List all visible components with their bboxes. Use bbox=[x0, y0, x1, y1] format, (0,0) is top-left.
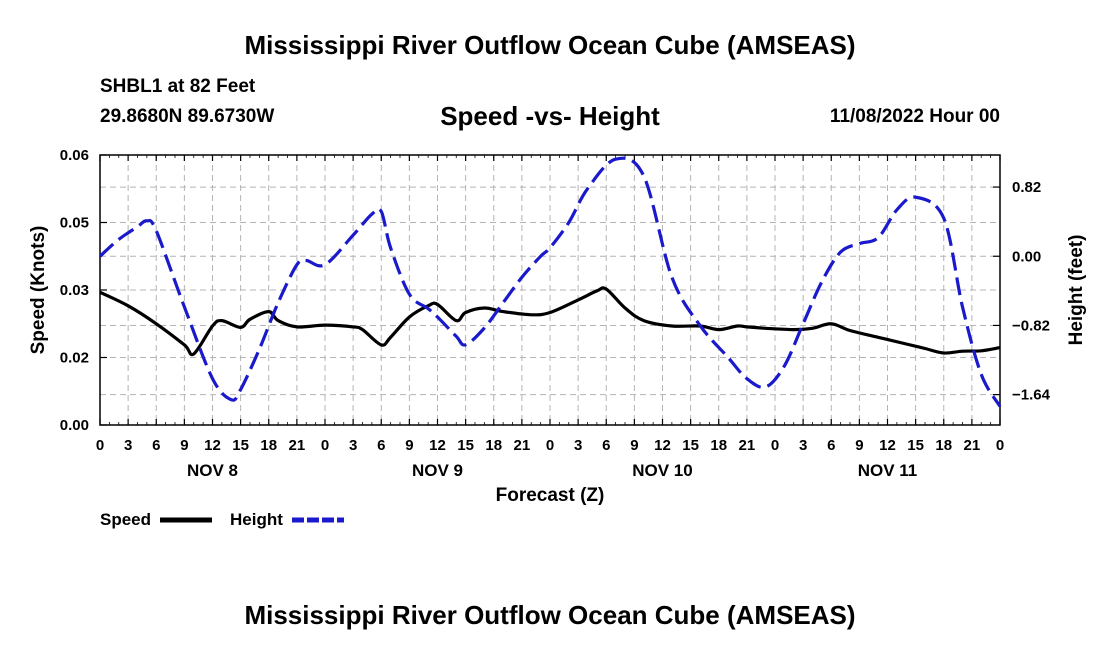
x-tick-label: 12 bbox=[429, 437, 446, 454]
y-tick-label: 0.00 bbox=[60, 417, 89, 434]
x-tick-label: 0 bbox=[321, 437, 329, 454]
legend-label-speed: Speed bbox=[100, 510, 151, 529]
chart-subtitle: Speed -vs- Height bbox=[440, 101, 660, 131]
x-tick-label: 18 bbox=[935, 437, 952, 454]
x-tick-label: 15 bbox=[457, 437, 474, 454]
x-tick-label: 0 bbox=[996, 437, 1004, 454]
x-tick-label: 12 bbox=[879, 437, 896, 454]
y2-axis-label: Height (feet) bbox=[1066, 235, 1087, 346]
x-tick-label: 21 bbox=[514, 437, 531, 454]
x-tick-label: 3 bbox=[124, 437, 132, 454]
station-label: SHBL1 at 82 Feet bbox=[100, 76, 256, 97]
x-tick-label: 3 bbox=[799, 437, 807, 454]
day-label: NOV 8 bbox=[187, 461, 238, 480]
x-tick-label: 0 bbox=[546, 437, 554, 454]
x-tick-label: 15 bbox=[232, 437, 249, 454]
y2-tick-label: −0.82 bbox=[1012, 317, 1050, 334]
x-tick-label: 9 bbox=[630, 437, 638, 454]
x-tick-label: 18 bbox=[710, 437, 727, 454]
x-tick-label: 21 bbox=[964, 437, 981, 454]
day-label: NOV 11 bbox=[858, 461, 918, 480]
x-tick-label: 21 bbox=[739, 437, 756, 454]
y-tick-label: 0.05 bbox=[60, 215, 89, 232]
x-tick-label: 0 bbox=[96, 437, 104, 454]
x-tick-label: 3 bbox=[349, 437, 357, 454]
day-label: NOV 10 bbox=[632, 461, 692, 480]
y-tick-label: 0.03 bbox=[60, 282, 89, 299]
x-tick-label: 9 bbox=[405, 437, 413, 454]
y-tick-label: 0.06 bbox=[60, 147, 89, 164]
x-tick-label: 18 bbox=[260, 437, 277, 454]
x-axis-label: Forecast (Z) bbox=[496, 485, 605, 506]
x-tick-label: 12 bbox=[204, 437, 221, 454]
x-tick-label: 6 bbox=[602, 437, 610, 454]
y2-tick-label: 0.00 bbox=[1012, 248, 1041, 265]
x-tick-label: 21 bbox=[289, 437, 306, 454]
x-tick-label: 15 bbox=[907, 437, 924, 454]
legend-label-height: Height bbox=[230, 510, 283, 529]
day-label: NOV 9 bbox=[412, 461, 463, 480]
second-chart-title: Mississippi River Outflow Ocean Cube (AM… bbox=[244, 600, 856, 630]
y-axis-label: Speed (Knots) bbox=[28, 226, 49, 355]
y2-tick-label: 0.82 bbox=[1012, 179, 1041, 196]
series-line-height bbox=[98, 156, 1002, 408]
chart-title: Mississippi River Outflow Ocean Cube (AM… bbox=[244, 30, 856, 60]
station-coordinates: 29.8680N 89.6730W bbox=[100, 106, 275, 127]
x-tick-label: 6 bbox=[152, 437, 160, 454]
legend: Speed Height bbox=[100, 510, 344, 529]
x-tick-label: 9 bbox=[855, 437, 863, 454]
x-tick-label: 0 bbox=[771, 437, 779, 454]
x-tick-label: 6 bbox=[827, 437, 835, 454]
y-tick-label: 0.02 bbox=[60, 350, 89, 367]
y2-tick-label: −1.64 bbox=[1012, 387, 1051, 404]
x-tick-label: 6 bbox=[377, 437, 385, 454]
x-tick-label: 18 bbox=[485, 437, 502, 454]
x-tick-label: 12 bbox=[654, 437, 671, 454]
x-tick-label: 15 bbox=[682, 437, 699, 454]
x-tick-label: 3 bbox=[574, 437, 582, 454]
x-tick-label: 9 bbox=[180, 437, 188, 454]
series-line-speed bbox=[99, 286, 1001, 357]
forecast-datetime: 11/08/2022 Hour 00 bbox=[829, 106, 1000, 127]
